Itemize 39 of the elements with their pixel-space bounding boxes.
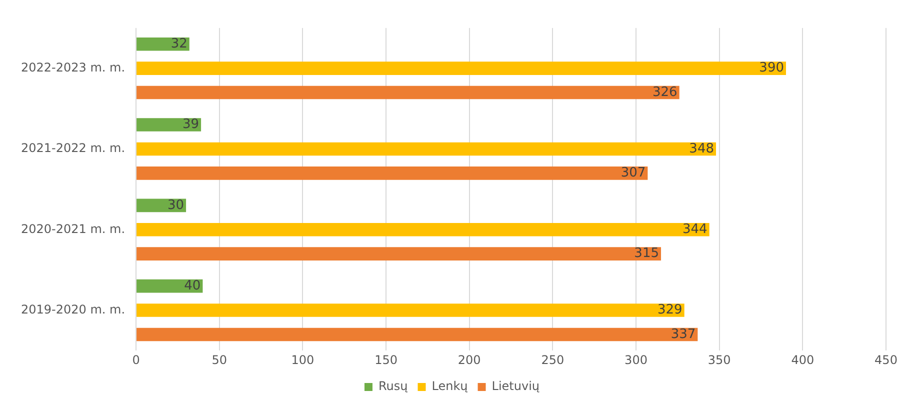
bar: [136, 62, 786, 75]
bar: [136, 166, 648, 180]
data-label: 326: [652, 84, 678, 100]
x-tick-label: 350: [708, 352, 731, 367]
bar: [136, 222, 710, 236]
data-label: 348: [689, 141, 714, 156]
x-tick-label: 250: [541, 352, 564, 367]
x-tick-label: 100: [291, 352, 314, 367]
legend-label: Rusų: [378, 379, 408, 394]
bar: [136, 142, 716, 156]
bar: [136, 37, 190, 51]
data-label: 329: [658, 302, 682, 318]
y-tick-label: 2021-2022 m. m.: [21, 141, 126, 156]
bar: [136, 247, 662, 260]
y-tick-label: 2020-2021 m. m.: [21, 222, 126, 236]
data-label: 337: [670, 326, 696, 342]
bar: [136, 304, 684, 317]
data-label: 344: [682, 222, 708, 237]
x-tick-label: 0: [132, 352, 140, 367]
x-tick-label: 200: [458, 352, 481, 367]
x-tick-label: 450: [874, 352, 898, 367]
data-label: 30: [167, 198, 184, 213]
x-tick-label: 50: [212, 352, 228, 367]
data-label: 32: [170, 36, 188, 52]
data-label: 307: [620, 166, 646, 181]
x-tick-label: 150: [374, 352, 398, 367]
legend-label: Lenkų: [432, 379, 468, 394]
bar: [136, 86, 680, 100]
x-tick-label: 400: [791, 352, 814, 367]
data-label: 315: [634, 246, 660, 262]
data-label: 390: [759, 60, 784, 76]
x-tick-label: 300: [624, 352, 648, 367]
y-tick-label: 2019-2020 m. m.: [21, 302, 126, 316]
bar: [136, 328, 698, 342]
legend-label: Lietuvių: [492, 379, 540, 394]
data-label: 40: [184, 278, 201, 294]
data-label: 39: [182, 117, 200, 132]
y-tick-label: 2022-2023 m. m.: [21, 60, 126, 74]
bar: [136, 118, 202, 132]
